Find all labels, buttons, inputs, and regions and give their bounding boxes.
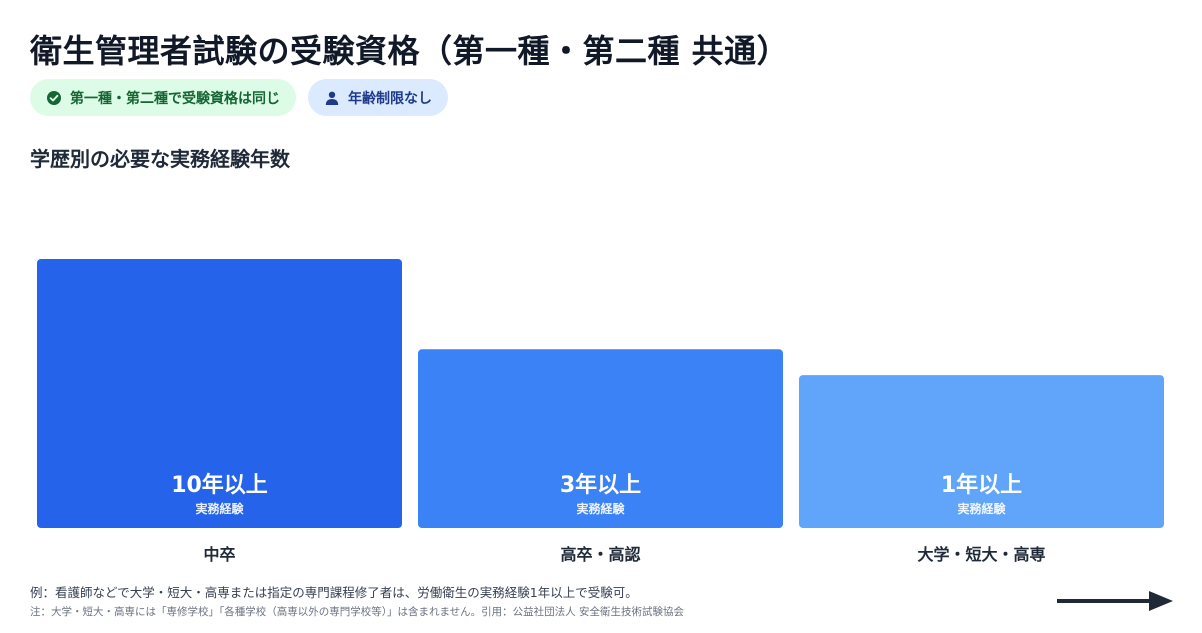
check-circle-icon [46, 90, 62, 106]
badge-label: 年齢制限なし [348, 90, 432, 107]
bar-1 [37, 259, 402, 528]
note-citation: 注：大学・短大・高専には「専修学校」「各種学校（高専以外の専門学校等）」は含まれ… [30, 606, 685, 618]
arrow-right-icon [1057, 591, 1173, 611]
badge-no-age-limit: 年齢制限なし [308, 79, 448, 116]
bar-caption: 実務経験 [576, 501, 625, 516]
bar-value-label: 10年以上 [171, 472, 268, 498]
page-title: 衛生管理者試験の受験資格（第一種・第二種 共通） [30, 32, 790, 70]
bar-caption: 実務経験 [195, 501, 244, 516]
bar-value-label: 1年以上 [941, 472, 1022, 498]
bar-3 [799, 375, 1164, 528]
bar-caption: 実務経験 [957, 501, 1006, 516]
badge-row: 第一種・第二種で受験資格は同じ 年齢制限なし [30, 79, 448, 116]
note-example: 例：看護師などで大学・短大・高専または指定の専門課程修了者は、労働衛生の実務経験… [30, 585, 638, 600]
bar-value-label: 3年以上 [560, 472, 641, 498]
category-label: 高卒・高認 [560, 545, 640, 564]
category-label: 中卒 [203, 545, 235, 564]
chart-subtitle: 学歴別の必要な実務経験年数 [30, 147, 290, 171]
bar-2 [418, 349, 783, 528]
badge-same-qualification: 第一種・第二種で受験資格は同じ [30, 79, 296, 116]
badge-label: 第一種・第二種で受験資格は同じ [70, 90, 280, 107]
category-label: 大学・短大・高専 [917, 545, 1045, 564]
person-icon [324, 90, 340, 106]
